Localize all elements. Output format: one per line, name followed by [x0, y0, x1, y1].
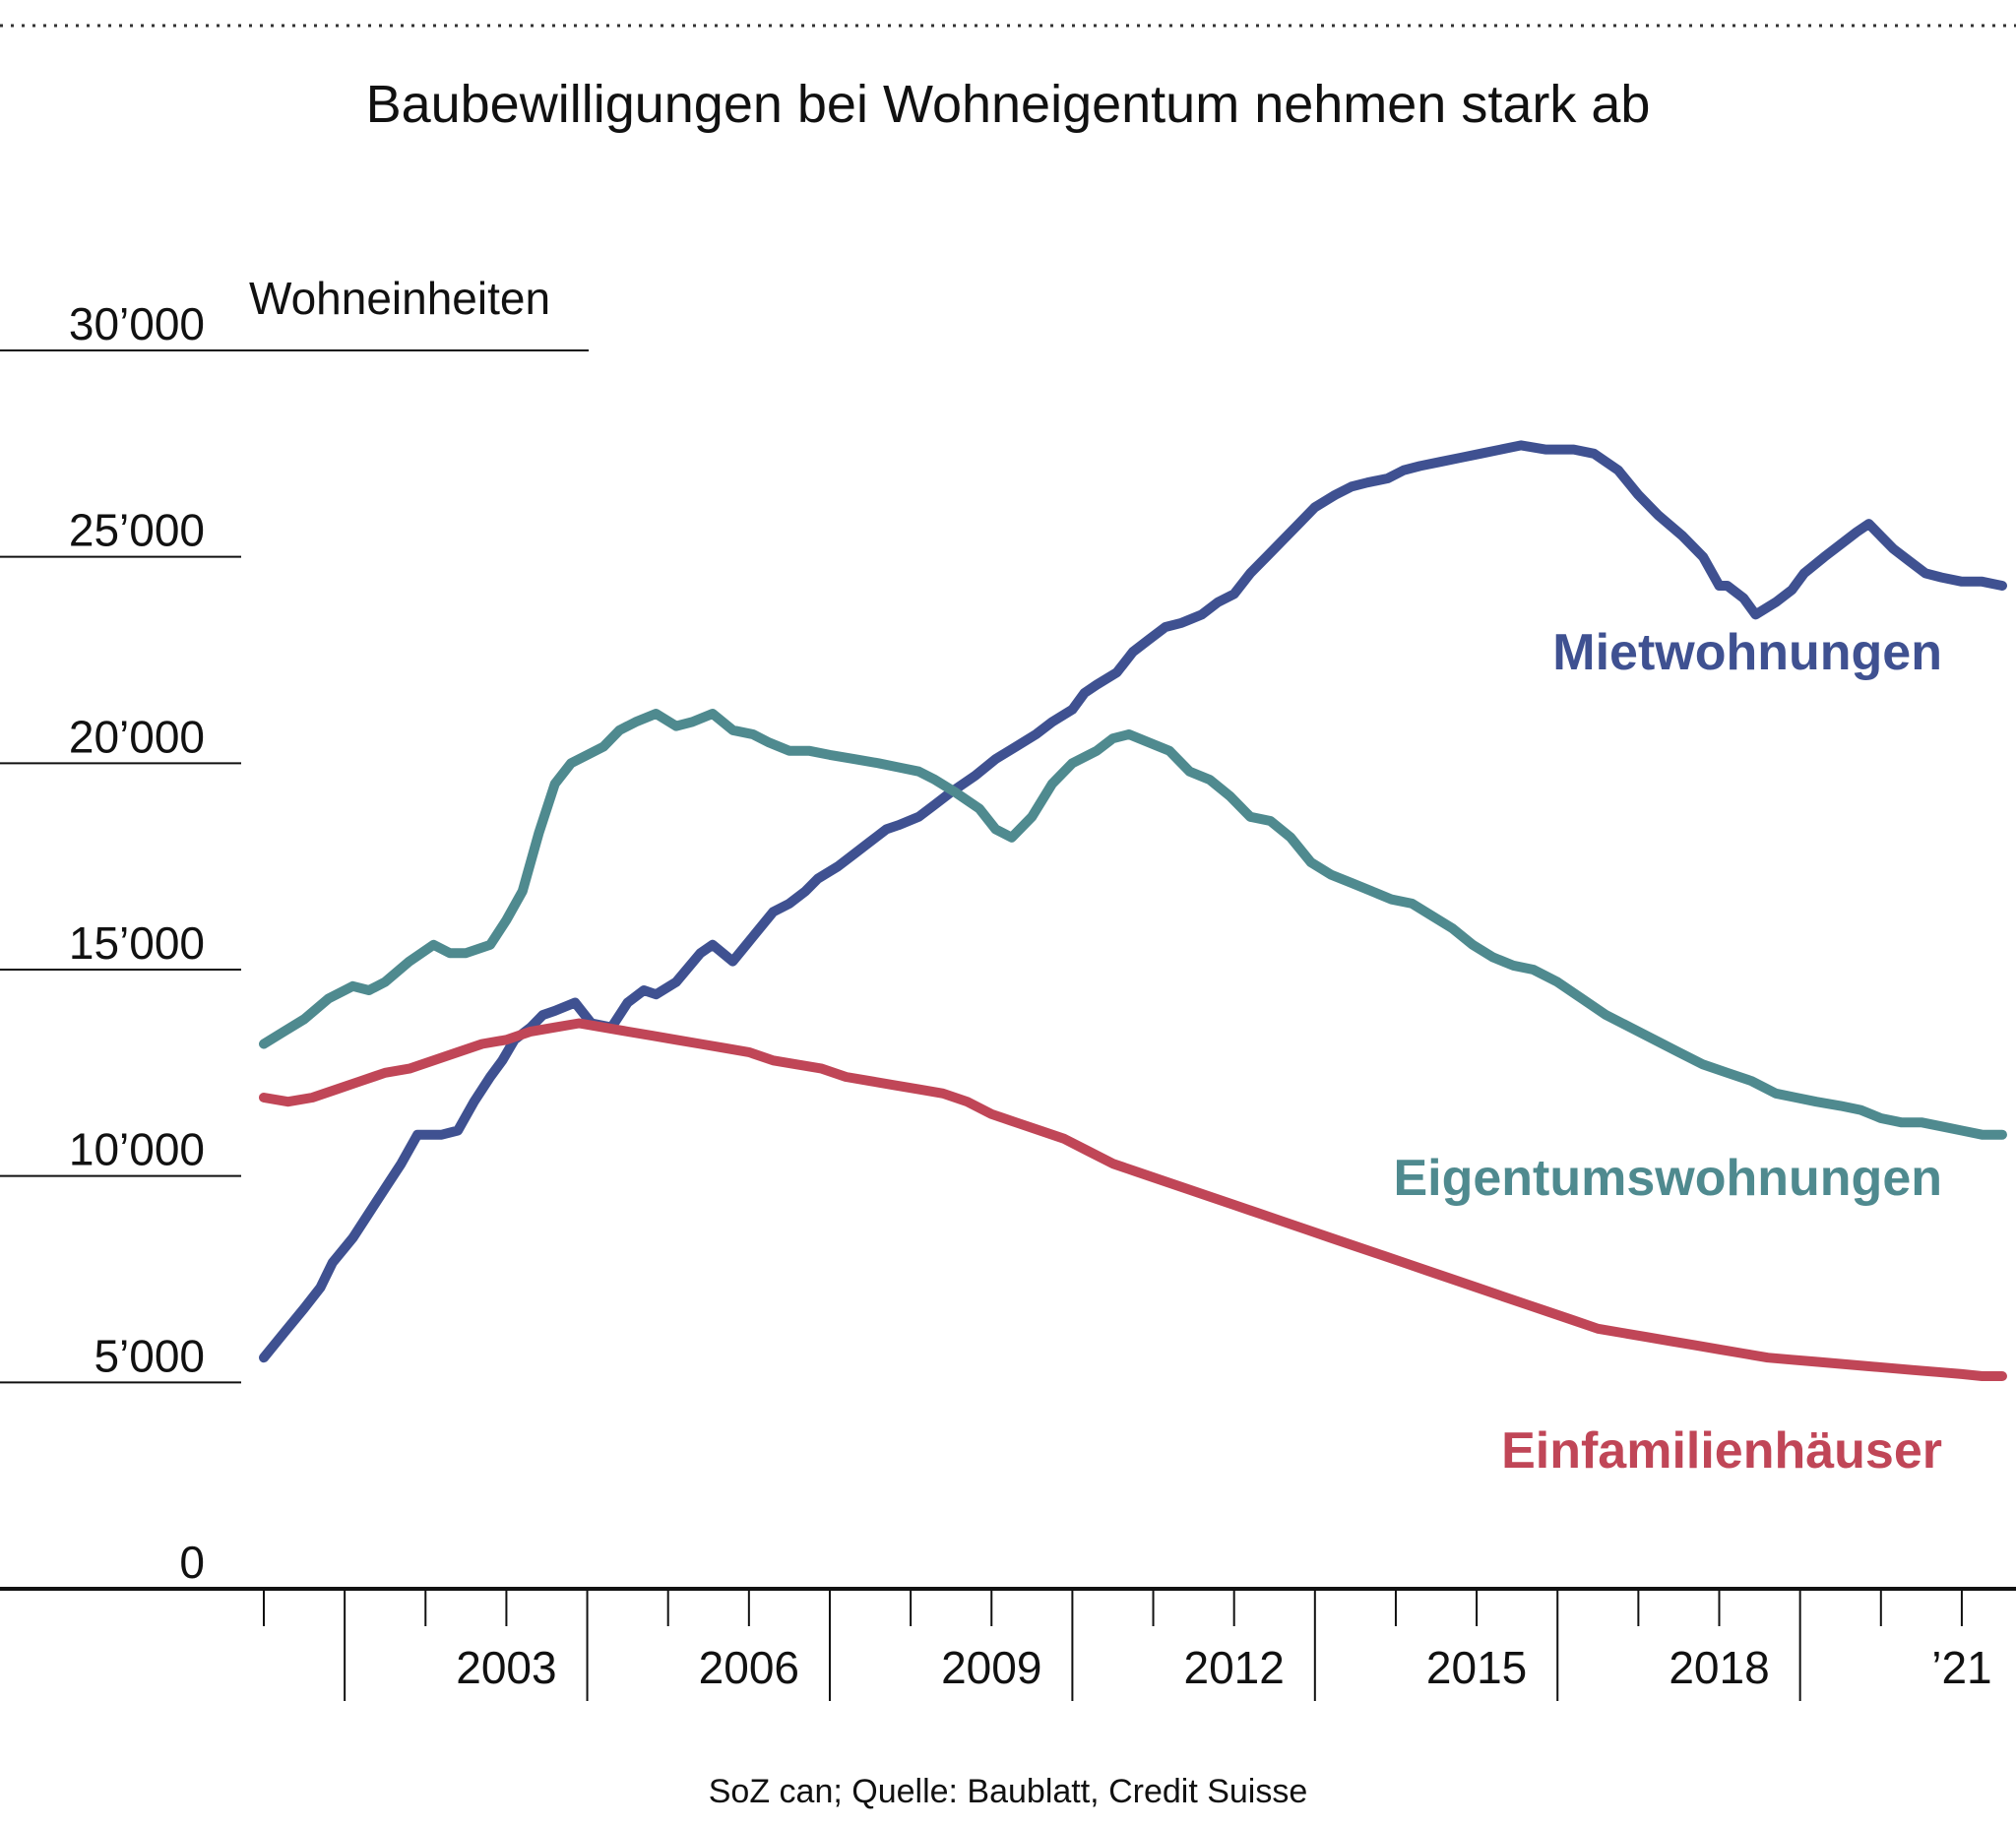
y-axis-ticks: 0 5’000 10’000 15’000 20’000 25’000 30’000 [69, 298, 205, 1588]
x-tick-label: 2015 [1426, 1642, 1527, 1693]
x-tick-label: 2009 [941, 1642, 1041, 1693]
y-tick-label: 30’000 [69, 298, 205, 349]
y-tick-label: 20’000 [69, 711, 205, 762]
x-tick-label: ’21 [1931, 1642, 1991, 1693]
series-line-mietwohnungen [259, 440, 2007, 1363]
gridlines [0, 349, 589, 1384]
y-tick-label: 15’000 [69, 917, 205, 969]
series-label-eigentumswohnungen: Eigentumswohnungen [1393, 1150, 1942, 1207]
y-tick-label: 10’000 [69, 1124, 205, 1175]
source-note: SoZ can; Quelle: Baublatt, Credit Suisse [709, 1773, 1308, 1810]
series-label-mietwohnungen: Mietwohnungen [1552, 624, 1942, 681]
series-label-einfamilienhaeuser: Einfamilienhäuser [1501, 1422, 1942, 1480]
series-line-einfamilienhäuser [259, 1018, 2007, 1381]
x-tick-label: 2018 [1669, 1642, 1769, 1693]
x-tick-label: 2003 [456, 1642, 556, 1693]
x-axis: 2003 2006 2009 2012 2015 2018 ’21 [0, 1587, 2016, 1701]
chart-title: Baubewilligungen bei Wohneigentum nehmen… [366, 75, 1651, 134]
series-line-eigentumswohnungen [259, 709, 2007, 1140]
y-axis-unit-label: Wohneinheiten [249, 273, 550, 324]
series-lines [259, 440, 2007, 1381]
y-tick-label: 5’000 [94, 1330, 205, 1381]
y-tick-label: 0 [179, 1537, 205, 1588]
x-tick-label: 2012 [1184, 1642, 1285, 1693]
y-tick-label: 25’000 [69, 505, 205, 556]
x-tick-label: 2006 [699, 1642, 799, 1693]
